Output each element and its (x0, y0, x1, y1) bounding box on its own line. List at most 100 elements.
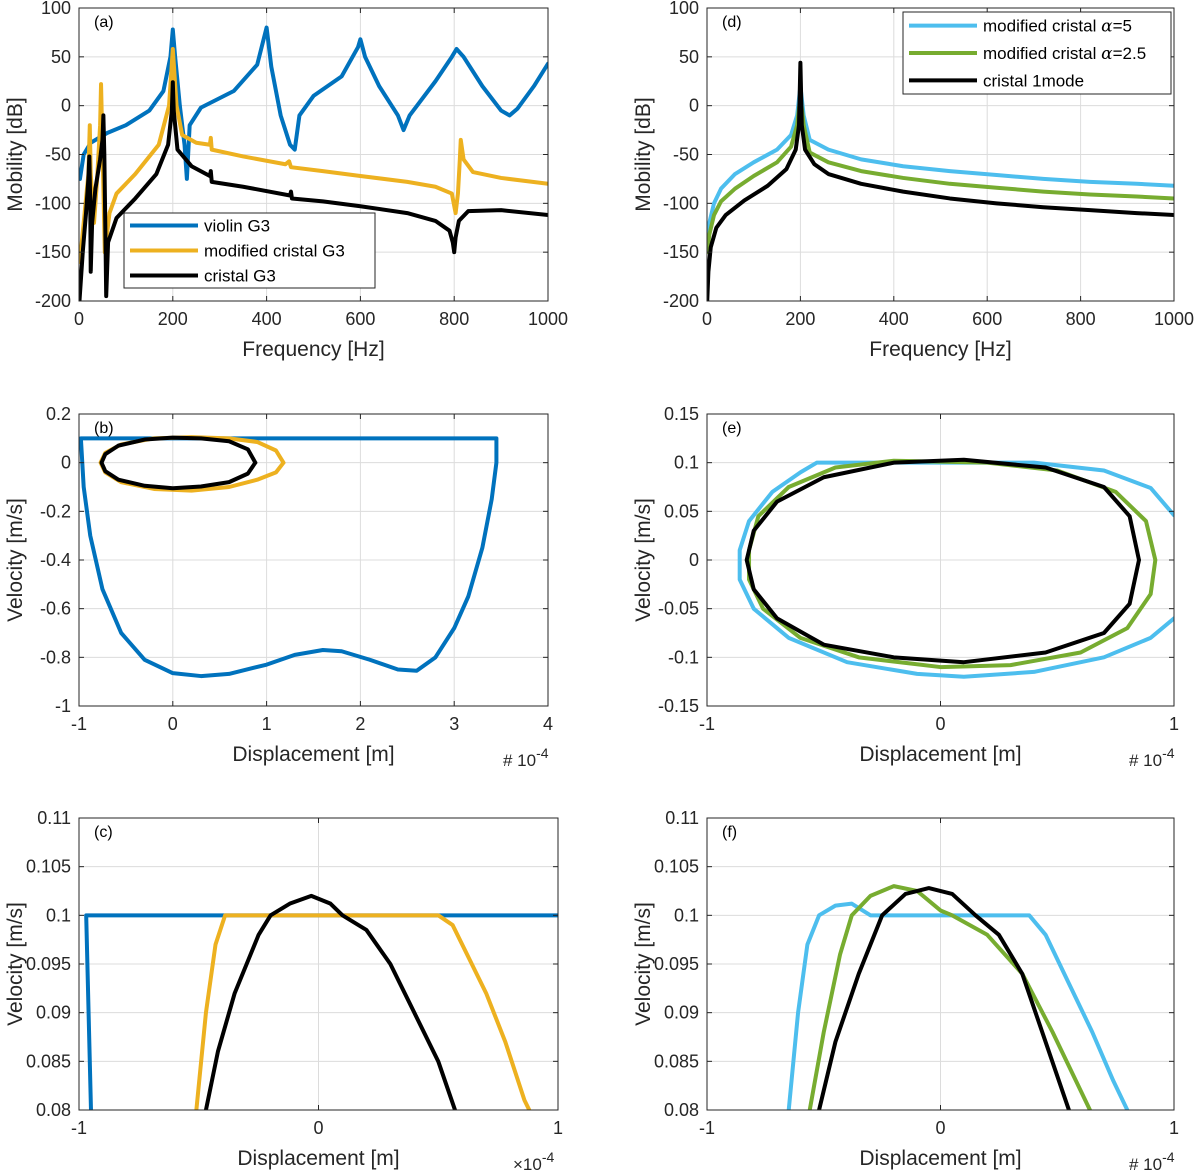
series-line-cristal (203, 893, 458, 1110)
series-group (84, 893, 558, 1110)
y-axis-label: Velocity [m/s] (4, 902, 27, 1026)
x-tick-label: -1 (699, 714, 715, 734)
y-tick-label: -200 (35, 291, 71, 311)
panel-tag: (f) (722, 824, 737, 841)
legend-entry-symbol: α (1101, 44, 1113, 64)
x-tick-label: 400 (252, 309, 282, 329)
series-line-cristal (707, 60, 1174, 301)
x-tick-label: 0 (74, 309, 84, 329)
axis-exponent-base: ×10 (513, 1155, 542, 1174)
x-tick-label: 400 (879, 309, 909, 329)
y-tick-label: 0.05 (664, 501, 699, 521)
panel-f: -1 0 1 0.08 0.085 0.09 0.095 0.1 0.105 0.11 Displa… (632, 808, 1179, 1174)
series-line-cristal (817, 886, 1071, 1110)
y-tick-label: 0.11 (665, 808, 699, 828)
x-axis-label: Frequency [Hz] (242, 338, 384, 361)
panel-e: -1 0 1 -0.15 -0.1 -0.05 0 0.05 0.1 0.15 Displaceme… (632, 404, 1179, 770)
x-tick-label: 0 (168, 714, 178, 734)
legend-entry-text: cristal 1mode (983, 71, 1084, 90)
x-tick-label: -1 (71, 714, 87, 734)
legend-entry: modified cristal α=5 (983, 17, 1132, 37)
legend: violin G3 modified cristal G3 cristal G3 (123, 212, 376, 289)
series-group (786, 884, 1130, 1110)
x-tick-label: 800 (439, 309, 469, 329)
y-tick-label: 0 (61, 96, 71, 116)
legend-entry: cristal 1mode (983, 71, 1084, 90)
legend-entry-text: modified cristal (983, 17, 1101, 36)
axis-exponent-base: # 10 (1129, 1155, 1162, 1174)
series-line-alpha5 (786, 901, 1130, 1110)
x-tick-label: 600 (345, 309, 375, 329)
legend-entry: violin G3 (204, 217, 270, 236)
series-line-alpha25 (807, 884, 1092, 1110)
panel-a: 0 200 400 600 800 1000 -200 -150 -100 -50 0 50 100 Fr… (4, 0, 568, 361)
series-line-cristal (79, 80, 548, 301)
y-tick-label: -0.2 (40, 501, 71, 521)
x-tick-label: 3 (449, 714, 459, 734)
y-tick-label: 0.09 (664, 1003, 699, 1023)
series-line-violin (79, 436, 499, 679)
series-group (737, 457, 1174, 679)
x-tick-label: 200 (158, 309, 188, 329)
legend-entry: modified cristal G3 (204, 242, 345, 261)
y-tick-label: 50 (679, 47, 699, 67)
series-line-violin (79, 25, 548, 181)
panel-tag: (d) (722, 14, 742, 31)
y-tick-label: 50 (51, 47, 71, 67)
y-tick-label: 0.08 (36, 1100, 71, 1120)
y-tick-label: -0.15 (658, 696, 699, 716)
y-tick-label: -50 (45, 145, 71, 165)
y-tick-label: 0.1 (46, 905, 71, 925)
axis-exponent-power: -4 (536, 745, 549, 761)
x-tick-label: 600 (972, 309, 1002, 329)
x-tick-label: 1000 (1154, 309, 1194, 329)
y-tick-label: 0.1 (674, 453, 699, 473)
y-tick-label: 0.2 (46, 404, 71, 424)
y-tick-label: -50 (673, 145, 699, 165)
y-tick-label: 0.105 (26, 857, 71, 877)
x-tick-label: 4 (543, 714, 553, 734)
panel-tag: (e) (722, 420, 742, 437)
y-tick-label: 0.08 (664, 1100, 699, 1120)
x-tick-label: 2 (355, 714, 365, 734)
x-tick-label: 200 (785, 309, 815, 329)
x-tick-label: 0 (313, 1118, 323, 1138)
series-group (79, 25, 548, 301)
y-tick-label: -1 (55, 696, 71, 716)
x-axis-label: Frequency [Hz] (869, 338, 1011, 361)
axis-exponent-base: # 10 (503, 751, 536, 770)
y-tick-label: 100 (669, 0, 699, 18)
axis-exponent-power: -4 (1162, 1149, 1175, 1165)
x-axis-label: Displacement [m] (237, 1147, 399, 1170)
y-tick-label: -0.8 (40, 647, 71, 667)
axis-exponent: # 10-4 (1129, 745, 1175, 770)
y-tick-label: 0.11 (37, 808, 71, 828)
legend-entry: modified cristal α=2.5 (983, 44, 1146, 64)
axis-exponent: # 10-4 (503, 745, 549, 770)
x-tick-label: 1 (262, 714, 272, 734)
y-tick-label: -0.05 (658, 599, 699, 619)
y-tick-label: -0.6 (40, 599, 71, 619)
legend-entry-suffix: =2.5 (1113, 44, 1147, 63)
y-tick-label: 0.15 (664, 404, 699, 424)
y-tick-label: -100 (35, 193, 71, 213)
y-tick-label: 0 (689, 550, 699, 570)
y-tick-label: -150 (35, 242, 71, 262)
x-tick-label: -1 (699, 1118, 715, 1138)
series-group (707, 60, 1174, 301)
panel-d: 0 200 400 600 800 1000 -200 -150 -100 -50 0 50 100 Fr… (632, 0, 1194, 361)
y-tick-label: -0.4 (40, 550, 71, 570)
x-tick-label: 1000 (528, 309, 568, 329)
panel-b: -1 0 1 2 3 4 -1 -0.8 -0.6 -0.4 -0.2 0 0.2 Displacemen… (4, 404, 553, 770)
axis-exponent: # 10-4 (1129, 1149, 1175, 1174)
y-tick-label: 0.085 (654, 1051, 699, 1071)
axis-exponent-power: -4 (542, 1149, 555, 1165)
y-tick-label: 0.105 (654, 857, 699, 877)
x-axis-label: Displacement [m] (859, 1147, 1021, 1170)
y-axis-label: Velocity [m/s] (4, 498, 27, 622)
series-line-modified-cristal (194, 913, 532, 1110)
panel-tag: (a) (94, 14, 114, 31)
x-tick-label: 1 (1169, 714, 1179, 734)
y-tick-label: 0.095 (26, 954, 71, 974)
